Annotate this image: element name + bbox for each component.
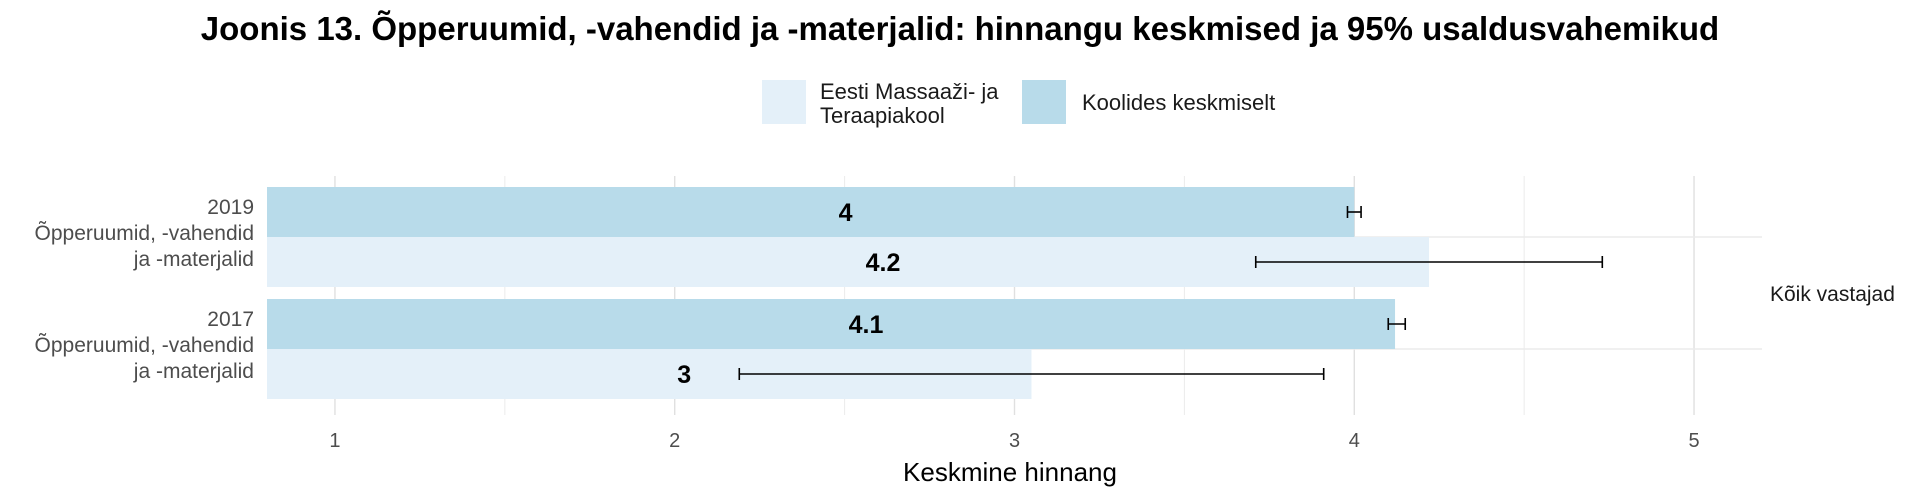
x-tick-label: 2 (669, 430, 680, 452)
x-tick-label: 4 (1349, 430, 1360, 452)
value-labels: 4 4.2 4.1 3 (677, 199, 900, 389)
x-axis-title: Keskmine hinnang (903, 457, 1117, 487)
legend-label-average: Koolides keskmiselt (1082, 90, 1275, 115)
legend-swatch-school (762, 80, 806, 124)
category-label-line: ja -materjalid (133, 248, 254, 271)
bars (267, 187, 1430, 399)
legend-label-school-line2: Teraapiakool (820, 103, 945, 128)
category-label-line: Õpperuumid, -vahendid (35, 221, 254, 245)
facet-label: Kõik vastajad (1770, 283, 1895, 306)
value-label: 4 (839, 199, 853, 227)
category-label-line: 2019 (207, 196, 254, 219)
category-label-line: Õpperuumid, -vahendid (35, 333, 254, 357)
bar (267, 299, 1396, 349)
chart-title: Joonis 13. Õpperuumid, -vahendid ja -mat… (201, 10, 1719, 47)
bar (267, 187, 1355, 237)
category-label-line: ja -materjalid (133, 360, 254, 383)
legend: Eesti Massaaži- ja Teraapiakool Koolides… (762, 79, 1275, 128)
value-label: 4.2 (866, 249, 901, 277)
x-tick-label: 5 (1688, 430, 1699, 452)
legend-label-school-line1: Eesti Massaaži- ja (820, 79, 999, 104)
value-label: 4.1 (849, 311, 884, 339)
x-tick-label: 1 (329, 430, 340, 452)
category-label-line: 2017 (207, 308, 254, 331)
error-bars (738, 206, 1604, 380)
value-label: 3 (677, 361, 691, 389)
x-axis-ticks: 1 2 3 4 5 (329, 430, 1699, 452)
x-tick-label: 3 (1009, 430, 1020, 452)
bar (267, 237, 1430, 287)
legend-swatch-average (1022, 80, 1066, 124)
